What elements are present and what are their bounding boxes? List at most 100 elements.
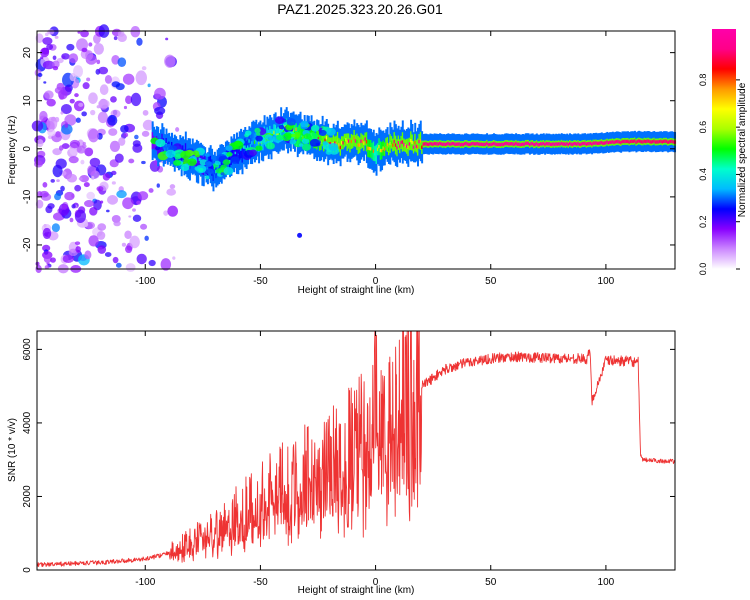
ridge-core <box>625 139 628 144</box>
ridge-core <box>622 139 625 144</box>
ridge-blob <box>223 167 234 176</box>
noise-blob <box>144 235 149 241</box>
noise-blob <box>113 36 118 41</box>
noise-blob <box>164 54 176 68</box>
ridge-core <box>360 139 363 143</box>
ridge-core <box>593 141 596 145</box>
ridge-core <box>653 139 656 143</box>
ridge-core <box>527 141 530 146</box>
ridge-core <box>646 139 649 143</box>
ridge-core <box>374 151 377 156</box>
ridge-core <box>385 142 388 146</box>
ridge-core <box>535 141 538 146</box>
spectrogram-y-axis-label: Frequency (Hz) <box>7 116 18 185</box>
x-tick-label: 100 <box>598 577 615 588</box>
noise-blob <box>82 141 86 146</box>
noise-blob <box>40 56 44 60</box>
ridge-core <box>386 142 389 147</box>
noise-blob <box>34 160 43 168</box>
noise-blob <box>140 223 148 230</box>
noise-blob <box>109 140 121 153</box>
noise-blob <box>52 60 60 69</box>
ridge-core <box>368 146 371 151</box>
colorbar-ticks: 0.0 0.2 0.4 0.6 0.8 <box>698 74 740 275</box>
ridge-core <box>317 137 320 141</box>
ridge-core <box>437 142 440 146</box>
noise-blob <box>175 127 180 132</box>
ridge-core <box>522 142 525 146</box>
noise-blob <box>96 186 104 192</box>
ridge-core <box>415 144 418 149</box>
ridge-core <box>458 142 461 146</box>
ridge-core <box>614 140 617 144</box>
ridge-core <box>537 143 540 147</box>
noise-blob <box>44 32 49 37</box>
noise-blob <box>136 253 147 265</box>
ridge-blob <box>310 124 320 132</box>
noise-blob <box>69 72 77 82</box>
noise-blob <box>64 191 75 201</box>
y-tick-label: 6000 <box>22 338 33 361</box>
ridge-core <box>624 139 627 144</box>
ridge-core <box>247 145 249 149</box>
noise-blob <box>130 26 141 38</box>
noise-blob <box>43 81 47 84</box>
ridge-core <box>390 140 393 145</box>
ridge-core <box>548 142 551 146</box>
snr-y-ticks: 0 2000 4000 6000 <box>22 338 675 573</box>
ridge-core <box>512 142 515 146</box>
ridge-core <box>470 142 473 146</box>
ridge-blob <box>180 150 191 160</box>
ridge-core <box>631 139 634 144</box>
noise-blob <box>129 235 140 249</box>
noise-blob <box>56 179 60 183</box>
noise-blob <box>113 220 121 227</box>
noise-blob <box>111 181 116 185</box>
ridge-core <box>668 140 671 144</box>
ridge-core <box>233 151 236 155</box>
ridge-core <box>213 165 216 170</box>
ridge-blob <box>255 145 263 152</box>
noise-blob <box>52 148 62 156</box>
noise-blob <box>115 262 122 268</box>
noise-blob <box>167 205 179 217</box>
ridge-core <box>534 142 537 147</box>
ridge-core <box>251 141 254 145</box>
ridge-core <box>342 141 345 145</box>
noise-blob <box>91 176 95 181</box>
noise-blob <box>61 143 70 149</box>
ridge-core <box>400 140 403 145</box>
ridge-core <box>574 141 577 146</box>
ridge-core <box>302 135 305 140</box>
ridge-core <box>392 143 395 147</box>
ridge-core <box>647 139 650 143</box>
ridge-core <box>212 171 215 175</box>
spectrogram-y-ticks: -20 -10 0 10 20 <box>22 47 675 252</box>
ridge-core <box>248 139 251 143</box>
colorbar-label: Normalized spectral amplitude <box>737 82 748 217</box>
noise-blob <box>80 29 89 38</box>
y-tick-label: -20 <box>22 237 33 252</box>
ridge-blob <box>300 120 309 128</box>
ridge-core <box>421 145 424 149</box>
ridge-core <box>372 149 375 153</box>
ridge-blob <box>180 163 190 172</box>
ridge-core <box>546 142 549 146</box>
noise-blob <box>55 158 67 169</box>
noise-blob <box>112 256 119 264</box>
ridge-core <box>654 140 657 144</box>
noise-blob <box>125 245 133 254</box>
noise-blob <box>89 157 101 167</box>
noise-blob <box>136 37 143 46</box>
ridge-blob <box>244 130 252 136</box>
ridge-blob <box>249 149 258 156</box>
ridge-core <box>350 139 353 144</box>
noise-blob <box>61 53 70 60</box>
ridge-core <box>557 142 560 146</box>
ridge-core <box>567 142 570 147</box>
ridge-core <box>669 139 672 144</box>
ridge-core <box>428 142 431 147</box>
noise-blob <box>61 123 73 135</box>
noise-blob <box>141 66 147 71</box>
ridge-core <box>242 145 245 149</box>
